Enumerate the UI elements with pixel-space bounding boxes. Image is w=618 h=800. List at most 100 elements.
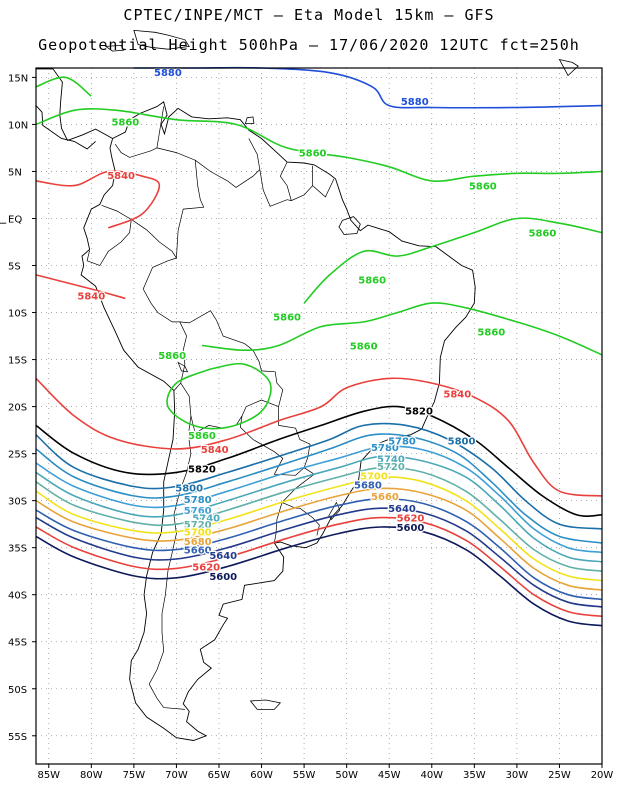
contour-5860 <box>303 217 603 304</box>
longitude-label: 60W <box>250 770 273 781</box>
contour-5860 <box>166 362 272 430</box>
contour-5640 <box>35 507 603 608</box>
latitude-label: 10S <box>8 309 27 320</box>
coastlines <box>0 29 579 741</box>
contour-label: 5840 <box>201 445 229 456</box>
latitude-label: 10N <box>8 120 28 131</box>
country-border <box>114 106 165 158</box>
longitude-label: 30W <box>506 770 529 781</box>
contour-5600 <box>35 526 603 627</box>
contour-label: 5880 <box>154 68 182 79</box>
falkland-islands-outline <box>249 699 282 710</box>
longitude-label: 80W <box>80 770 103 781</box>
latitude-axis: 15N 10N 5N EQ 5S 10S 15S 20S 25S 30S 35S 40S 45S 50S 5… <box>8 73 36 743</box>
latitude-label: 25S <box>8 450 27 461</box>
country-border <box>179 310 284 407</box>
contour-label: 5860 <box>528 229 556 240</box>
contour-label: 5700 <box>360 471 388 482</box>
contour-label: 5780 <box>388 436 416 447</box>
country-border <box>239 415 311 476</box>
latitude-label: 20S <box>8 403 27 414</box>
lagoon-outline <box>328 501 341 521</box>
latitude-label: 40S <box>8 591 27 602</box>
country-border <box>259 165 313 207</box>
longitude-axis: 85W 80W 75W 70W 65W 60W 55W 50W 45W 40W 35W 30W 25W 2… <box>37 764 613 781</box>
latitude-label: 5N <box>8 167 22 178</box>
contour-label: 5860 <box>158 351 186 362</box>
island-outline <box>133 29 190 50</box>
latitude-label: 55S <box>8 732 27 743</box>
contour-label: 5620 <box>192 562 220 573</box>
contour-label: 5700 <box>184 528 212 539</box>
latitude-label: 15N <box>8 73 28 84</box>
contour-5860 <box>201 302 603 356</box>
contour-label: 5860 <box>111 118 139 129</box>
longitude-label: 70W <box>165 770 188 781</box>
contour-label: 5860 <box>477 327 505 338</box>
island-outline <box>558 58 579 77</box>
country-border <box>281 467 320 536</box>
contour-label: 5820 <box>188 465 216 476</box>
country-border <box>142 257 187 391</box>
lake-outline <box>177 361 189 373</box>
marajo-island-outline <box>338 216 361 235</box>
contour-5880 <box>133 66 603 109</box>
contour-label: 5640 <box>209 551 237 562</box>
country-border <box>312 178 335 198</box>
contour-label: 5800 <box>448 436 476 447</box>
latitude-label: 50S <box>8 685 27 696</box>
contour-5860 <box>35 76 92 97</box>
country-border <box>194 138 261 188</box>
longitude-label: 50W <box>335 770 358 781</box>
contour-label: 5760 <box>184 506 212 517</box>
contour-5860 <box>35 108 603 182</box>
contour-5700 <box>35 476 603 582</box>
map-title-line-1: CPTEC/INPE/MCT – Eta Model 15km – GFS <box>123 6 495 24</box>
contour-label: 5860 <box>299 149 327 160</box>
country-border <box>86 219 132 266</box>
contour-label: 5780 <box>371 443 399 454</box>
longitude-label: 65W <box>208 770 231 781</box>
contour-label: 5880 <box>401 97 429 108</box>
map-title-line-2: Geopotential Height 500hPa – 17/06/2020 … <box>38 36 580 54</box>
contour-label: 5740 <box>377 454 405 465</box>
contour-label: 5860 <box>188 431 216 442</box>
latitude-label: 45S <box>8 638 27 649</box>
country-border <box>148 415 192 710</box>
contour-label: 5680 <box>184 537 212 548</box>
latitude-label: EQ <box>8 214 22 225</box>
contour-labels: 5880 5880 5860 5860 5860 5860 5860 5860 5860 5860… <box>76 67 557 585</box>
longitude-label: 85W <box>37 770 60 781</box>
contour-label: 5840 <box>77 292 105 303</box>
longitude-label: 20W <box>591 770 614 781</box>
island-outline <box>244 116 255 124</box>
contour-5820 <box>35 405 603 517</box>
contour-5840 <box>35 170 161 229</box>
contour-label: 5840 <box>107 171 135 182</box>
latitude-label: 5S <box>8 262 21 273</box>
latitude-label: 15S <box>8 356 27 367</box>
contour-5760 <box>35 445 603 554</box>
contour-label: 5860 <box>273 312 301 323</box>
contour-5740 <box>35 455 603 563</box>
contour-label: 5720 <box>184 520 212 531</box>
longitude-label: 40W <box>420 770 443 781</box>
longitude-label: 75W <box>123 770 146 781</box>
central-america-coastline <box>36 68 113 141</box>
contour-label: 5800 <box>175 483 203 494</box>
contour-label: 5660 <box>371 492 399 503</box>
contour-5840 <box>35 377 603 497</box>
longitude-label: 45W <box>378 770 401 781</box>
longitude-label: 25W <box>548 770 571 781</box>
latitude-label: 35S <box>8 544 27 555</box>
south-america-coastline <box>80 101 476 741</box>
country-border <box>273 502 283 544</box>
contour-label: 5860 <box>469 182 497 193</box>
country-border <box>279 161 292 201</box>
contour-label: 5600 <box>397 523 425 534</box>
contour-5680 <box>35 487 603 591</box>
contour-label: 5680 <box>354 481 382 492</box>
contour-5780 <box>35 433 603 544</box>
country-borders <box>86 106 335 710</box>
